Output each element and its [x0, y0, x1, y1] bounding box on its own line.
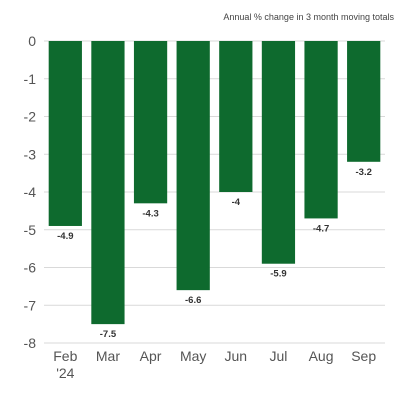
y-axis-ticks: 0 -1 -2 -3 -4 -5 -6 -7 -8 [24, 33, 37, 351]
bar-mar [91, 41, 125, 325]
x-tick-label: May [180, 348, 206, 364]
y-tick-label: -8 [24, 335, 37, 351]
data-label: -6.6 [185, 295, 201, 306]
y-tick-label: -1 [24, 71, 37, 87]
y-tick-label: 0 [28, 33, 36, 49]
data-label: -4 [232, 197, 241, 208]
bar-apr [133, 41, 168, 204]
bar-aug [304, 41, 338, 219]
data-labels: -4.9 -7.5 -4.3 -6.6 -4 -5.9 -4.7 -3.2 [57, 167, 372, 340]
bar-feb [48, 41, 82, 226]
x-tick-label: Aug [309, 348, 334, 364]
data-label: -4.9 [57, 231, 73, 242]
x-tick-label: Jun [225, 348, 248, 364]
x-tick-sublabel: '24 [56, 365, 74, 381]
y-tick-label: -5 [24, 222, 37, 238]
y-tick-label: -7 [24, 297, 37, 313]
chart-subtitle: Annual % change in 3 month moving totals [223, 12, 394, 22]
x-axis-ticks: Feb'24 Mar Apr May Jun Jul Aug Sep [53, 348, 376, 381]
x-tick-label: Mar [96, 348, 120, 364]
data-label: -5.9 [270, 269, 286, 280]
data-label: -7.5 [100, 329, 117, 340]
bar-jul [261, 41, 296, 264]
data-label: -3.2 [356, 167, 372, 178]
y-tick-label: -4 [24, 184, 37, 200]
x-tick-label: Sep [351, 348, 376, 364]
bars [48, 41, 381, 325]
y-tick-label: -3 [24, 146, 37, 162]
y-tick-label: -2 [24, 109, 37, 125]
x-tick-label: Feb [53, 348, 77, 364]
bar-sep [347, 41, 381, 162]
x-tick-label: Apr [140, 348, 162, 364]
bar-may [176, 41, 210, 291]
x-tick-label: Jul [269, 348, 287, 364]
y-tick-label: -6 [24, 260, 37, 276]
data-label: -4.7 [313, 223, 329, 234]
bar-jun [219, 41, 253, 192]
data-label: -4.3 [142, 208, 158, 219]
